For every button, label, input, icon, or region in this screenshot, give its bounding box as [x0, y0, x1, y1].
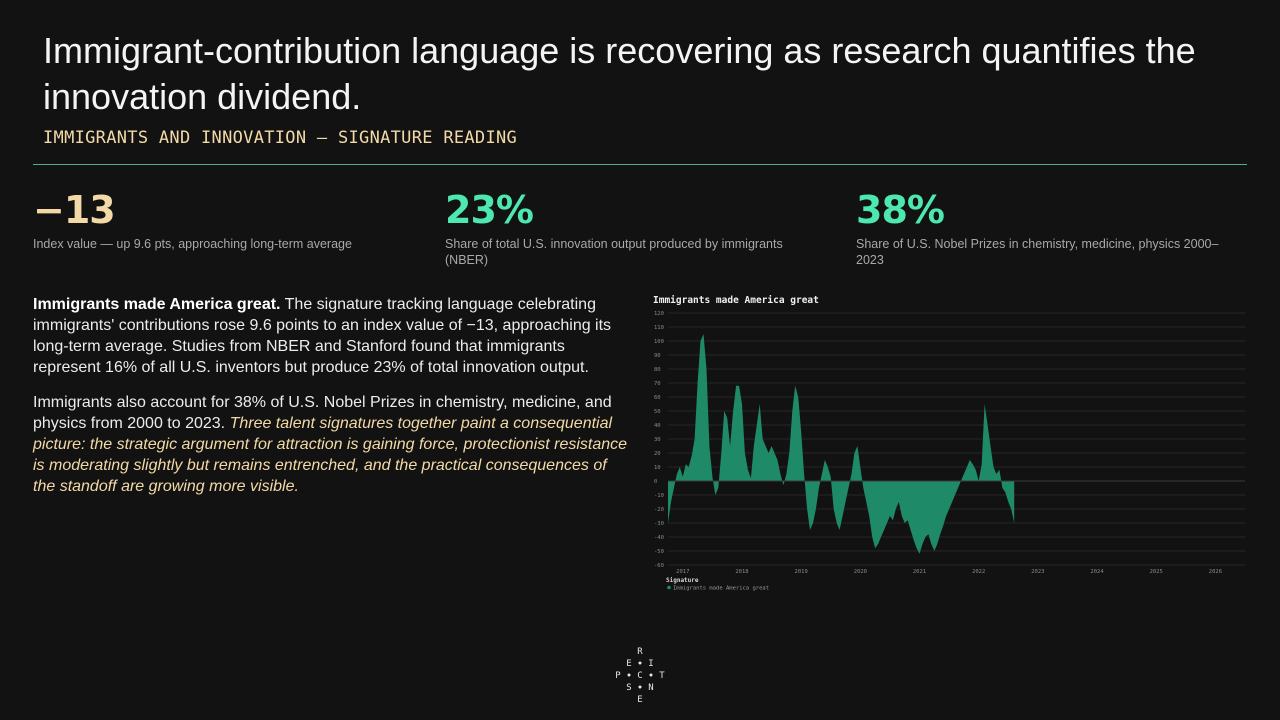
x-tick-label: 2020	[854, 569, 867, 575]
stat-value: 23%	[445, 188, 534, 232]
y-tick-label: 120	[654, 311, 664, 317]
y-tick-label: 90	[654, 353, 661, 359]
body-text: Immigrants made America great. The signa…	[33, 294, 628, 511]
x-tick-label: 2025	[1150, 569, 1163, 575]
x-tick-label: 2019	[795, 569, 808, 575]
divider-rule	[33, 164, 1247, 165]
y-tick-label: -10	[654, 493, 664, 499]
paragraph-text: The signature tracking language celebrat…	[33, 296, 612, 376]
logo-letter: S	[626, 683, 631, 693]
slide-subtitle: IMMIGRANTS AND INNOVATION — SIGNATURE RE…	[43, 128, 518, 148]
paragraph-text: Immigrants also account for 38% of U.S. …	[33, 394, 612, 432]
signature-chart: Immigrants made America great -60 -50 -40 -3…	[653, 295, 1245, 592]
x-tick-label: 2022	[972, 569, 985, 575]
y-tick-label: 110	[654, 325, 664, 331]
logo-letter: I	[648, 659, 653, 669]
stat-index-value: −13 Index value — up 9.6 pts, approachin…	[33, 188, 413, 252]
y-tick-label: -50	[654, 549, 664, 555]
logo-letter: N	[648, 683, 653, 693]
stat-innovation-share: 23% Share of total U.S. innovation outpu…	[445, 188, 825, 268]
y-tick-label: -20	[654, 507, 664, 513]
legend-item: Immigrants made America great	[673, 586, 769, 592]
chart-title: Immigrants made America great	[653, 295, 819, 306]
x-tick-label: 2026	[1209, 569, 1222, 575]
logo-letter: E	[637, 695, 642, 705]
stat-description: Share of U.S. Nobel Prizes in chemistry,…	[856, 237, 1219, 267]
legend-swatch	[667, 585, 671, 590]
stat-description: Share of total U.S. innovation output pr…	[445, 237, 783, 267]
highlight-text: Three talent signatures together paint a…	[33, 415, 628, 495]
x-tick-label: 2017	[676, 569, 689, 575]
stat-value: 38%	[856, 188, 945, 232]
x-tick-label: 2018	[735, 569, 748, 575]
series-area	[668, 334, 1015, 554]
stat-nobel-share: 38% Share of U.S. Nobel Prizes in chemis…	[856, 188, 1236, 268]
logo-letter: R	[637, 647, 643, 657]
y-tick-label: 0	[654, 479, 657, 485]
brand-logo: R E I P C T S N E	[615, 647, 665, 705]
x-tick-label: 2023	[1031, 569, 1044, 575]
logo-letter: C	[637, 671, 642, 681]
legend-title: Signature	[666, 577, 699, 584]
logo-letter: P	[615, 671, 621, 681]
slide-title: Immigrant-contribution language is recov…	[43, 30, 1196, 117]
body-paragraph-1: Immigrants made America great. The signa…	[33, 294, 628, 378]
y-tick-label: 50	[654, 409, 661, 415]
stat-value: −13	[33, 188, 116, 232]
body-paragraph-2: Immigrants also account for 38% of U.S. …	[33, 392, 628, 497]
y-tick-label: 10	[654, 465, 661, 471]
y-tick-label: 40	[654, 423, 661, 429]
x-tick-label: 2021	[913, 569, 926, 575]
y-tick-label: 60	[654, 395, 661, 401]
y-tick-label: -40	[654, 535, 664, 541]
lead-phrase: Immigrants made America great.	[33, 296, 281, 313]
x-tick-label: 2024	[1090, 569, 1104, 575]
y-tick-label: 30	[654, 437, 661, 443]
y-tick-label: 100	[654, 339, 664, 345]
y-tick-label: 20	[654, 451, 661, 457]
logo-letter: E	[626, 659, 631, 669]
y-tick-label: -60	[654, 563, 664, 569]
y-tick-label: 80	[654, 367, 661, 373]
y-tick-label: -30	[654, 521, 664, 527]
y-tick-label: 70	[654, 381, 661, 387]
stat-description: Index value — up 9.6 pts, approaching lo…	[33, 237, 352, 251]
logo-letter: T	[659, 671, 665, 681]
